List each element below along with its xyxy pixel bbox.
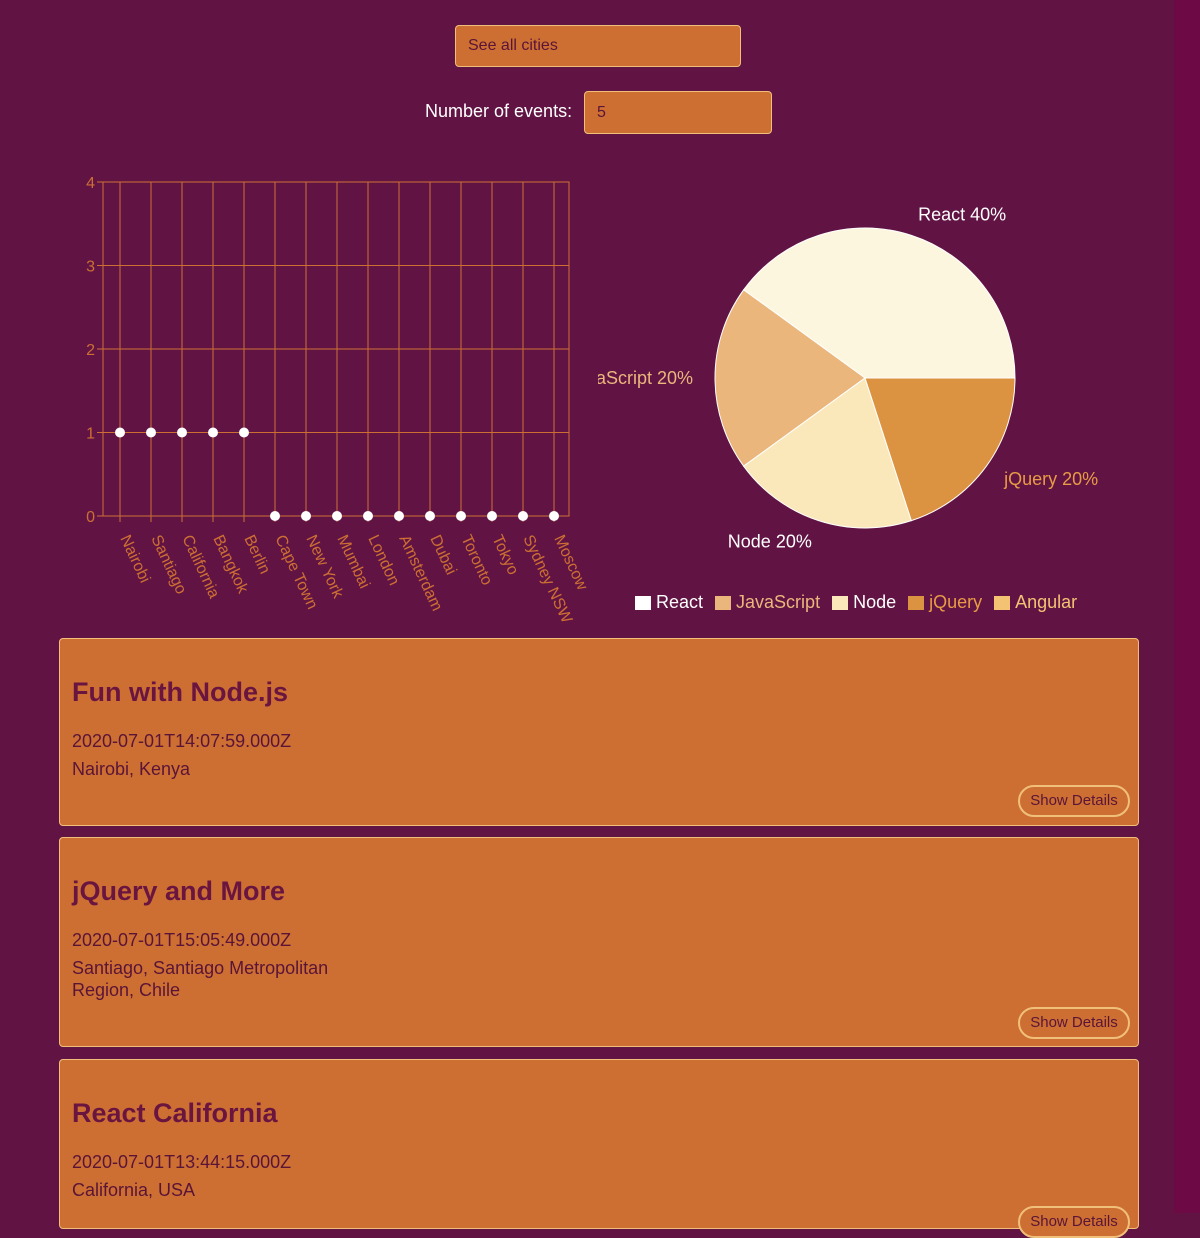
data-point bbox=[146, 427, 156, 438]
pie-slice-javascript bbox=[714, 289, 866, 467]
data-point bbox=[301, 511, 311, 521]
y-tick-label: 0 bbox=[86, 509, 95, 526]
event-date: 2020-07-01T13:44:15.000Z bbox=[72, 1152, 292, 1172]
data-point bbox=[518, 511, 528, 521]
legend-label: React bbox=[656, 592, 704, 612]
event-title: Fun with Node.js bbox=[72, 677, 288, 707]
data-point bbox=[270, 511, 280, 521]
events-per-city-scatter-chart: 01234NairobiSantiagoCaliforniaBangkokBer… bbox=[86, 175, 591, 627]
legend-item-angular: Angular bbox=[994, 592, 1077, 613]
data-point bbox=[332, 511, 342, 521]
data-point bbox=[487, 511, 497, 521]
pie-slice-label: JavaScript 20% bbox=[598, 368, 693, 388]
y-tick-label: 4 bbox=[86, 175, 95, 192]
page-scrollbar-edge bbox=[1174, 0, 1200, 1213]
pie-slice-label: React 40% bbox=[918, 204, 1006, 224]
pie-slice-label: jQuery 20% bbox=[1003, 469, 1098, 489]
event-card: jQuery and More 2020-07-01T15:05:49.000Z… bbox=[59, 837, 1139, 1047]
show-details-button[interactable]: Show Details bbox=[1018, 1206, 1130, 1238]
legend-label: jQuery bbox=[929, 592, 983, 612]
data-point bbox=[425, 511, 435, 521]
event-card: Fun with Node.js 2020-07-01T14:07:59.000… bbox=[59, 638, 1139, 826]
legend-item-jquery: jQuery bbox=[908, 592, 982, 613]
legend-swatch bbox=[832, 595, 849, 610]
pie-legend: React JavaScript Node jQuery Angular bbox=[635, 592, 1077, 613]
legend-item-javascript: JavaScript bbox=[715, 592, 820, 613]
data-point bbox=[456, 511, 466, 521]
event-date: 2020-07-01T15:05:49.000Z bbox=[72, 930, 292, 950]
event-card: React California 2020-07-01T13:44:15.000… bbox=[59, 1059, 1139, 1238]
event-location: California, USA bbox=[72, 1180, 196, 1200]
data-point bbox=[363, 511, 373, 521]
legend-label: Angular bbox=[1015, 592, 1078, 612]
data-point bbox=[115, 427, 125, 438]
event-location: Santiago, Santiago Metropolitan Region, … bbox=[72, 958, 329, 1000]
pie-slice-node bbox=[742, 377, 912, 529]
city-search-input[interactable]: See all cities bbox=[455, 25, 741, 67]
y-tick-label: 2 bbox=[86, 342, 95, 359]
pie-slice-react bbox=[742, 227, 1016, 379]
legend-item-react: React bbox=[635, 592, 703, 613]
event-genre-pie-chart: React 40% JavaScript 20% Node 20% jQuery 20… bbox=[598, 204, 1098, 552]
event-date: 2020-07-01T14:07:59.000Z bbox=[72, 731, 292, 751]
x-tick-label: Tokyo bbox=[488, 533, 521, 578]
number-of-events-input[interactable]: 5 bbox=[584, 91, 772, 134]
number-of-events-label: Number of events: bbox=[425, 101, 573, 121]
data-point bbox=[394, 511, 404, 521]
x-tick-label: Berlin bbox=[240, 533, 273, 577]
y-tick-label: 1 bbox=[86, 426, 95, 443]
event-location: Nairobi, Kenya bbox=[72, 759, 191, 779]
legend-swatch bbox=[908, 595, 925, 610]
legend-label: Node bbox=[853, 592, 897, 612]
legend-item-node: Node bbox=[832, 592, 896, 613]
pie-slice-label: Node 20% bbox=[728, 532, 812, 552]
legend-swatch bbox=[635, 595, 651, 610]
x-tick-label: Dubai bbox=[426, 533, 459, 578]
data-point bbox=[208, 427, 218, 438]
y-tick-label: 3 bbox=[86, 259, 95, 276]
event-title: jQuery and More bbox=[72, 876, 286, 906]
data-point bbox=[549, 511, 559, 521]
data-point bbox=[177, 427, 187, 438]
legend-label: JavaScript bbox=[736, 592, 821, 612]
legend-swatch bbox=[994, 595, 1011, 610]
data-point bbox=[239, 427, 249, 438]
pie-slice-jquery bbox=[864, 377, 1016, 522]
event-title: React California bbox=[72, 1098, 278, 1128]
show-details-button[interactable]: Show Details bbox=[1018, 785, 1130, 817]
show-details-button[interactable]: Show Details bbox=[1018, 1007, 1130, 1039]
legend-swatch bbox=[715, 595, 732, 610]
x-tick-label: Nairobi bbox=[116, 533, 153, 586]
